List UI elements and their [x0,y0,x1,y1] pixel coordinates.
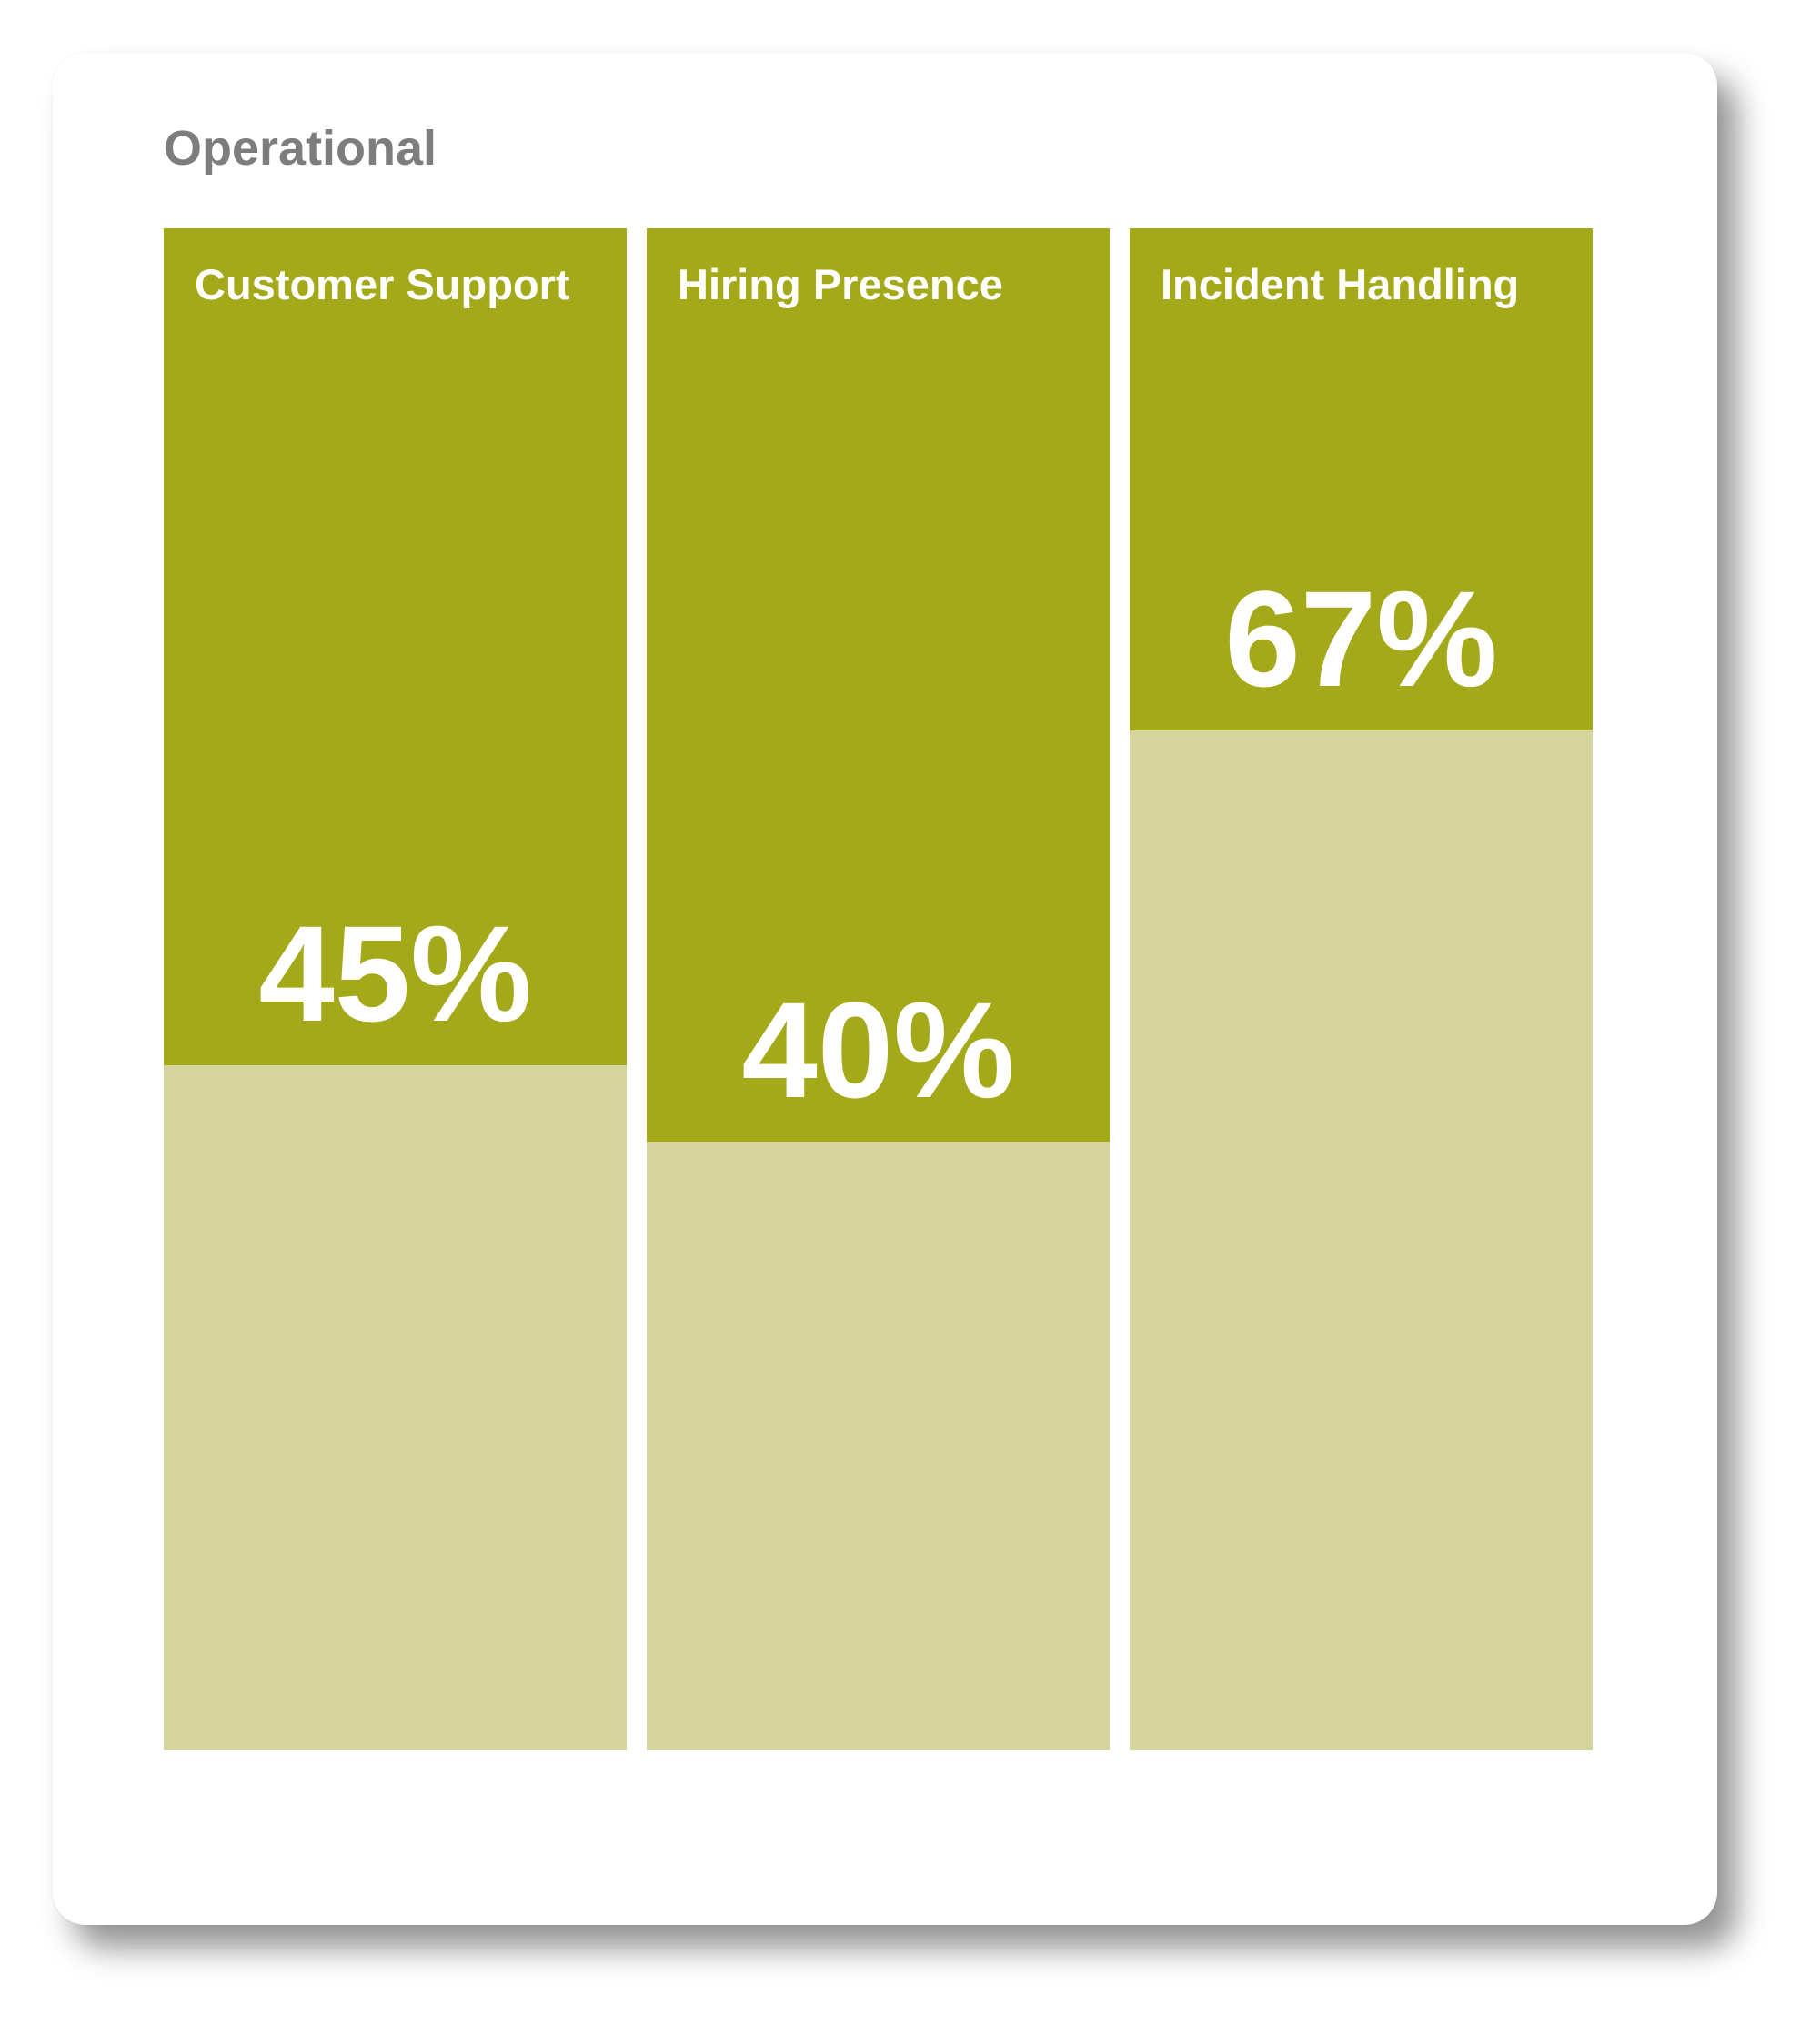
category-label: Customer Support [195,260,570,308]
bar-column: Incident Handling 67% [1130,228,1593,1750]
category-label: Incident Handling [1161,260,1520,308]
data-label: 67% [1224,562,1498,716]
bar-columns: Customer Support 45% Hiring Presence 40% Inc… [164,228,1594,1750]
bar [647,1141,1110,1750]
chart-card: Operational Customer Support 45% Hiring Pr… [53,53,1717,1925]
data-label: 45% [258,897,532,1051]
category-label: Hiring Presence [678,260,1003,308]
chart-title: Operational [164,121,437,176]
bar [164,1065,627,1750]
data-label: 40% [741,972,1015,1126]
bar-column: Hiring Presence 40% [647,228,1110,1750]
bar [1130,730,1593,1750]
bar-column: Customer Support 45% [164,228,627,1750]
